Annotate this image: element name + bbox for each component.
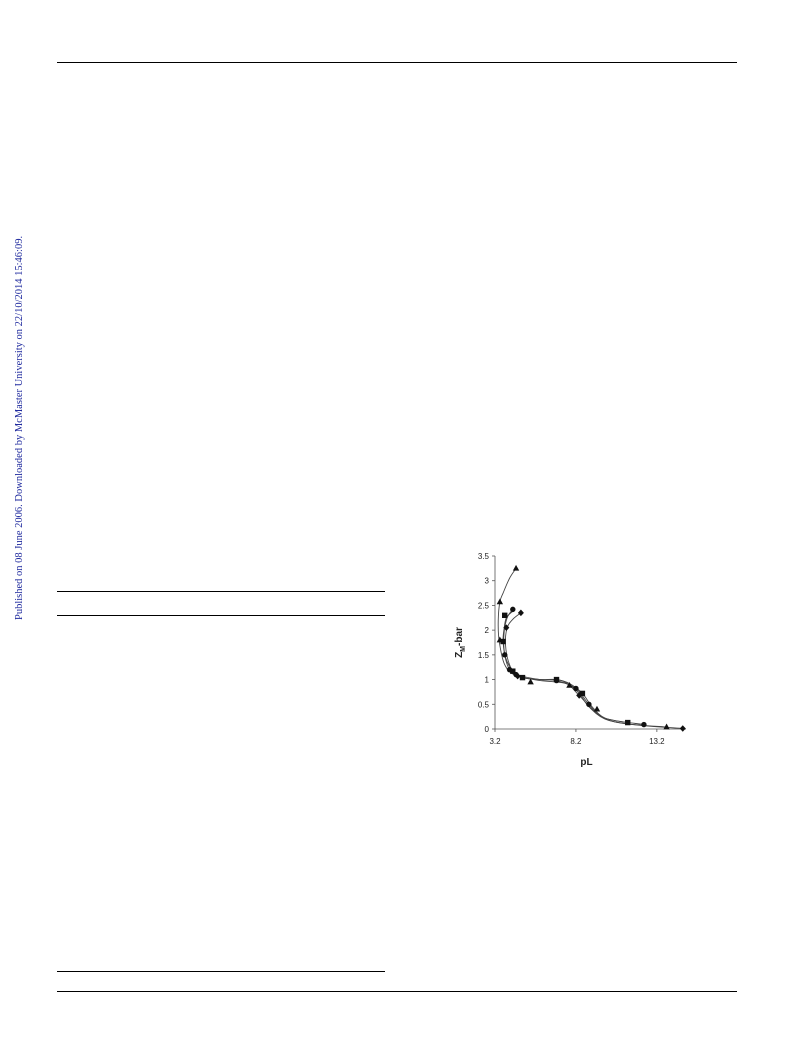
triangle-marker-point [593, 705, 601, 712]
x-tick-label: 3.2 [489, 737, 501, 746]
triangle-marker-point [496, 598, 504, 605]
y-tick-label: 0 [485, 725, 490, 734]
circle-marker-point [573, 685, 579, 692]
circle-marker-point [502, 652, 508, 658]
diamond-marker-point [503, 624, 510, 631]
chart-labels: 0 0.5 1 1.5 2 2.5 3 3.5 3.2 8.2 13.2 pL ZM-bar [454, 552, 665, 768]
footer-rule [57, 991, 737, 992]
table-top-rule [57, 591, 385, 592]
square-marker-point [510, 668, 516, 674]
square-marker-point [500, 638, 506, 645]
series-2-curve [502, 611, 628, 724]
square-marker-point [625, 719, 631, 726]
circle-marker-point [510, 606, 516, 613]
circle-marker-point [506, 666, 513, 673]
square-marker-point [579, 690, 586, 697]
header-rule [57, 62, 737, 63]
zm-bar-vs-pl-chart: 0 0.5 1 1.5 2 2.5 3 3.5 3.2 8.2 13.2 pL ZM-bar [454, 552, 686, 768]
series-3-curve [503, 609, 644, 725]
series-1-curve [497, 568, 667, 728]
diamond-marker-point [576, 692, 583, 699]
circle-marker-point [553, 677, 560, 684]
y-tick-label: 3.5 [478, 552, 490, 561]
triangle-marker-point [566, 682, 573, 688]
y-tick-label: 1 [485, 676, 490, 685]
y-tick-label: 1.5 [478, 651, 490, 660]
diamond-marker-point [514, 672, 521, 680]
square-marker-point [502, 612, 508, 619]
triangle-marker-point [512, 564, 520, 571]
y-tick-label: 2 [485, 626, 490, 635]
data-points [496, 564, 686, 732]
triangle-marker-point [663, 723, 670, 730]
table-bottom-rule [57, 971, 385, 972]
table-header-rule [57, 615, 385, 616]
triangle-marker-point [527, 678, 534, 685]
chart-axes [492, 555, 686, 732]
y-tick-label: 2.5 [478, 601, 490, 610]
y-tick-label: 0.5 [478, 700, 490, 709]
y-tick-label: 3 [485, 577, 490, 586]
x-tick-label: 8.2 [570, 737, 582, 746]
diamond-marker-point [679, 725, 686, 732]
x-tick-label: 13.2 [649, 737, 665, 746]
download-watermark: Published on 08 June 2006. Downloaded by… [14, 235, 25, 620]
circle-marker-point [586, 701, 592, 707]
y-axis-label: ZM-bar [454, 627, 467, 658]
circle-marker-point [641, 721, 647, 728]
square-marker-point [519, 674, 526, 681]
x-axis-label: pL [580, 757, 592, 768]
diamond-marker-point [517, 609, 524, 617]
